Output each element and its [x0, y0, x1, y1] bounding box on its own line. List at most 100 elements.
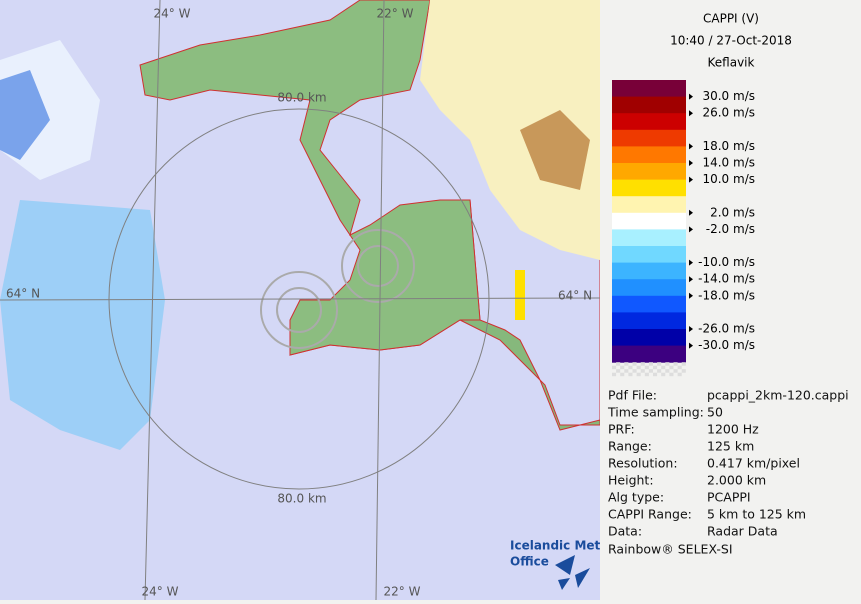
legend-checker [677, 372, 682, 377]
info-key: Alg type: [608, 490, 664, 505]
range-rings [0, 0, 601, 601]
logo-text: Office [510, 555, 549, 569]
range-label: 80.0 km [277, 492, 326, 506]
info-key: PRF: [608, 422, 635, 437]
legend-checker [665, 369, 670, 373]
legend-label: 18.0 m/s [702, 139, 755, 153]
legend-checker [612, 365, 617, 370]
info-value: 5 km to 125 km [707, 507, 806, 522]
logo: Icelandic Met Office [510, 539, 601, 590]
title: CAPPI (V) [703, 12, 759, 26]
logo-text: Icelandic Met [510, 539, 601, 553]
legend-checker [628, 372, 633, 377]
lon-label: 22° W [377, 7, 414, 21]
lon-label: 24° W [154, 7, 191, 21]
legend-tick [689, 143, 693, 150]
info-value: 1200 Hz [707, 422, 759, 437]
legend-tick [689, 160, 693, 166]
legend-checker [612, 372, 617, 377]
legend-checker [616, 369, 621, 373]
lon-label: 24° W [142, 585, 179, 599]
info-value: 2.000 km [707, 473, 766, 488]
legend-tick [689, 93, 693, 100]
info-value: 0.417 km/pixel [707, 456, 800, 471]
legend-swatch [612, 129, 686, 147]
legend-checker [628, 365, 633, 370]
legend-checker [632, 362, 637, 366]
legend-checker [661, 372, 666, 377]
legend-label: -26.0 m/s [698, 322, 755, 336]
legend-checker [665, 362, 670, 366]
lat-label: 64° N [558, 289, 592, 303]
title: Keflavik [708, 56, 755, 70]
legend-checker [620, 365, 625, 370]
land [0, 0, 601, 450]
info-value: Radar Data [707, 524, 778, 539]
legend-tick [689, 342, 693, 349]
legend-checker [632, 369, 637, 373]
legend-swatch [612, 146, 686, 164]
legend-checker [644, 365, 649, 370]
legend-checker [681, 362, 686, 366]
info-value: 125 km [707, 439, 754, 454]
legend-tick [689, 226, 693, 233]
range-label: 80.0 km [277, 91, 326, 105]
info-key: CAPPI Range: [608, 507, 692, 522]
legend-label: 30.0 m/s [702, 89, 755, 103]
legend-tick [689, 276, 693, 283]
legend-swatch [612, 279, 686, 297]
legend-swatch [612, 96, 686, 114]
legend-swatch [612, 163, 686, 181]
legend-label: -30.0 m/s [698, 338, 755, 352]
legend-label: -14.0 m/s [698, 272, 755, 286]
legend-label: 26.0 m/s [702, 106, 755, 120]
legend-checker [673, 362, 678, 366]
legend-checker [669, 365, 674, 370]
legend-tick [689, 176, 693, 183]
legend-checker [657, 369, 662, 373]
legend-checker [681, 369, 686, 373]
legend-checker [616, 362, 621, 366]
legend-swatch [612, 80, 686, 98]
legend-checker [624, 362, 629, 366]
legend-checker [648, 362, 653, 366]
legend-checker [673, 369, 678, 373]
info-key: Pdf File: [608, 388, 657, 403]
legend-label: 2.0 m/s [710, 205, 755, 219]
legend-checker [636, 365, 641, 370]
info-key: Height: [608, 473, 654, 488]
legend-swatch [612, 345, 686, 363]
legend-label: 10.0 m/s [702, 172, 755, 186]
lon-label: 22° W [384, 585, 421, 599]
legend-label: 14.0 m/s [702, 156, 755, 170]
legend-checker [636, 372, 641, 377]
legend-checker [669, 372, 674, 377]
legend-swatch [612, 196, 686, 214]
info-key: Time sampling: [607, 405, 704, 420]
legend-swatch [612, 229, 686, 247]
legend-label: -18.0 m/s [698, 288, 755, 302]
legend-tick [689, 259, 693, 266]
legend-checker [653, 365, 658, 370]
legend-checker [677, 365, 682, 370]
legend-label: -10.0 m/s [698, 255, 755, 269]
legend-tick [689, 110, 693, 117]
footer: Rainbow® SELEX-SI [608, 542, 733, 557]
legend-tick [689, 326, 693, 332]
legend-checker [653, 372, 658, 377]
legend-swatch [612, 246, 686, 264]
info-key: Resolution: [608, 456, 678, 471]
info-key: Data: [608, 524, 642, 539]
legend-label: -2.0 m/s [706, 222, 755, 236]
info-value: 50 [707, 405, 723, 420]
legend-checker [640, 362, 645, 366]
legend-checker [620, 372, 625, 377]
lat-label: 64° N [6, 287, 40, 301]
info-value: pcappi_2km-120.cappi [707, 388, 849, 403]
legend-checker [640, 369, 645, 373]
legend-tick [689, 292, 693, 299]
legend-swatch [612, 212, 686, 230]
info-value: PCAPPI [707, 490, 751, 505]
